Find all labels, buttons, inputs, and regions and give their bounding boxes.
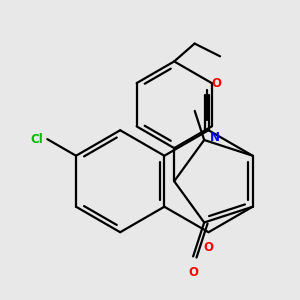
Text: O: O	[211, 77, 221, 91]
Text: N: N	[210, 131, 220, 144]
Text: O: O	[188, 266, 198, 279]
Text: O: O	[203, 242, 214, 254]
Text: Cl: Cl	[31, 133, 43, 146]
